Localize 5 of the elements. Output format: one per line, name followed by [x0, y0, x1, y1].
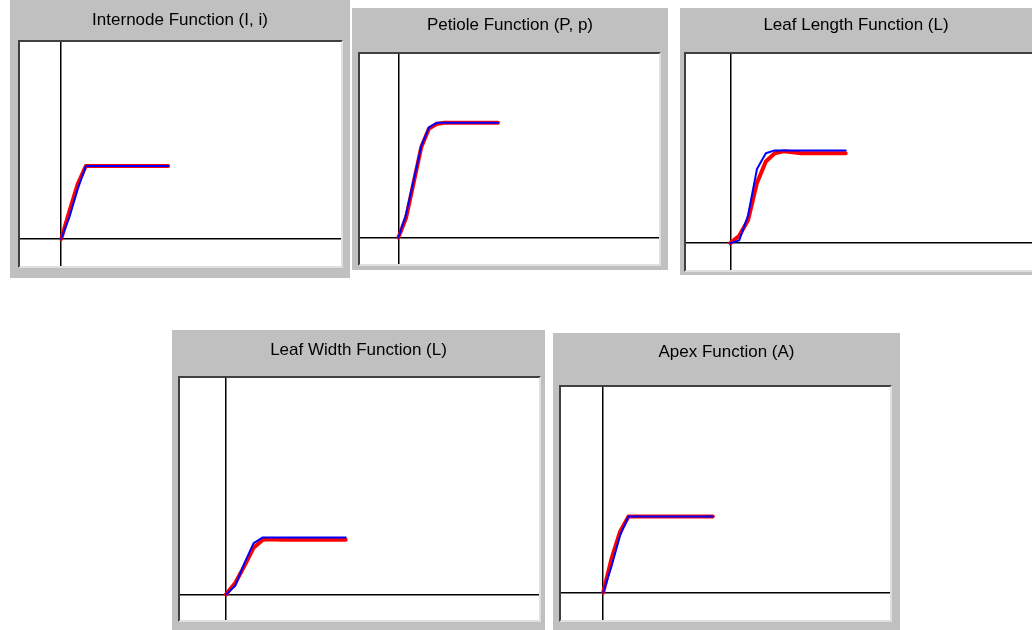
chart-title: Apex Function (A) — [657, 341, 796, 363]
chart-title: Petiole Function (P, p) — [426, 14, 594, 36]
chart-title: Internode Function (I, i) — [91, 9, 269, 31]
chart-title: Leaf Width Function (L) — [269, 339, 448, 361]
chart-title: Leaf Length Function (L) — [762, 14, 950, 36]
